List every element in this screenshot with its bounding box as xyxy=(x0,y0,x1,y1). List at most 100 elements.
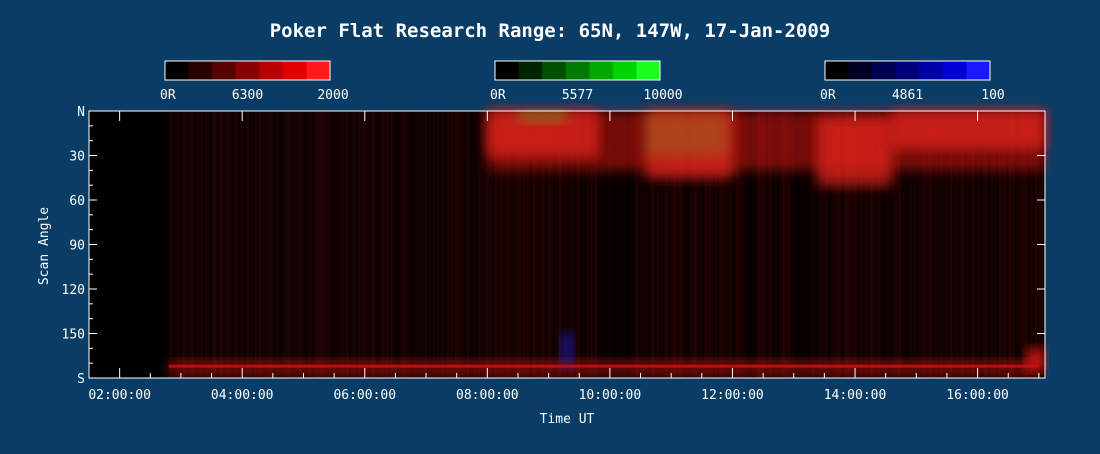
emission-streak xyxy=(282,111,285,378)
emission-streak xyxy=(714,111,717,378)
emission-streak xyxy=(520,111,523,378)
emission-streak xyxy=(528,111,531,378)
emission-streak xyxy=(726,111,729,378)
emission-streak xyxy=(664,111,667,378)
emission-streak xyxy=(900,111,903,378)
x-axis-label: Time UT xyxy=(540,412,595,427)
emission-streak xyxy=(374,111,377,378)
colorbar-swatch xyxy=(259,61,284,80)
emission-burst-6300 xyxy=(891,111,1045,149)
colorbar-swatch xyxy=(165,61,190,80)
emission-streak xyxy=(1032,111,1035,378)
emission-streak xyxy=(718,111,721,378)
emission-streak xyxy=(538,111,541,378)
emission-streak xyxy=(276,111,279,378)
emission-streak xyxy=(820,111,823,378)
emission-streak xyxy=(700,111,703,378)
emission-streak xyxy=(360,111,363,378)
emission-streak xyxy=(786,111,789,378)
emission-streak xyxy=(312,111,315,378)
emission-streak xyxy=(298,111,301,378)
emission-streak xyxy=(320,111,323,378)
emission-streak xyxy=(432,111,435,378)
emission-streak xyxy=(238,111,241,378)
emission-streak xyxy=(358,111,361,378)
colorbar-swatch xyxy=(235,61,260,80)
emission-streak xyxy=(510,111,513,378)
emission-streak xyxy=(418,111,421,378)
emission-streak xyxy=(424,111,427,378)
emission-streak xyxy=(184,111,187,378)
emission-streak xyxy=(478,111,481,378)
x-tick-label: 16:00:00 xyxy=(946,388,1009,403)
emission-streak xyxy=(734,111,737,378)
y-tick-label: N xyxy=(77,105,85,120)
colorbar-frame xyxy=(824,60,991,81)
emission-streak xyxy=(230,111,233,378)
emission-streak xyxy=(568,111,571,378)
emission-streak xyxy=(670,111,673,378)
x-tick-label: 06:00:00 xyxy=(333,388,396,403)
emission-streak xyxy=(658,111,661,378)
emission-streak xyxy=(914,111,917,378)
emission-streak xyxy=(894,111,897,378)
emission-streak xyxy=(1010,111,1013,378)
emission-streak xyxy=(234,111,237,378)
x-tick-label: 10:00:00 xyxy=(579,388,642,403)
colorbar-swatch xyxy=(636,61,661,80)
emission-streak xyxy=(908,111,911,378)
emission-streak xyxy=(692,111,695,378)
emission-streak xyxy=(966,111,969,378)
emission-streak xyxy=(182,111,185,378)
emission-streak xyxy=(352,111,355,378)
emission-streak xyxy=(410,111,413,378)
emission-streak xyxy=(582,111,585,378)
emission-streak xyxy=(1034,111,1037,378)
emission-streak xyxy=(856,111,859,378)
emission-streak xyxy=(356,111,359,378)
emission-streak xyxy=(650,111,653,378)
emission-streak xyxy=(762,111,765,378)
emission-streak xyxy=(382,111,385,378)
emission-streak xyxy=(846,111,849,378)
emission-streak xyxy=(812,111,815,378)
emission-streak xyxy=(570,111,573,378)
emission-streak xyxy=(260,111,263,378)
chart-title: Poker Flat Research Range: 65N, 147W, 17… xyxy=(270,20,831,42)
emission-streak xyxy=(784,111,787,378)
emission-streak xyxy=(392,111,395,378)
emission-streak xyxy=(508,111,511,378)
emission-streak xyxy=(684,111,687,378)
emission-streak xyxy=(644,111,647,378)
emission-streak xyxy=(1028,111,1031,378)
emission-streak xyxy=(264,111,267,378)
emission-streak xyxy=(898,111,901,378)
emission-streak xyxy=(442,111,445,378)
emission-streak xyxy=(474,111,477,378)
emission-streak xyxy=(258,111,261,378)
emission-streak xyxy=(376,111,379,378)
emission-streak xyxy=(472,111,475,378)
emission-streak xyxy=(250,111,253,378)
colorbar-6300: 0R 6300 2000 xyxy=(160,60,349,103)
emission-streak xyxy=(688,111,691,378)
emission-streak xyxy=(1006,111,1009,378)
emission-streak xyxy=(488,111,491,378)
emission-streak xyxy=(490,111,493,378)
emission-streak xyxy=(788,111,791,378)
y-tick-label: 90 xyxy=(69,239,85,254)
emission-streak xyxy=(188,111,191,378)
emission-streak xyxy=(284,111,287,378)
emission-streak xyxy=(492,111,495,378)
emission-streak xyxy=(504,111,507,378)
emission-streak xyxy=(1014,111,1017,378)
emission-burst-6300 xyxy=(818,118,892,186)
emission-streak xyxy=(546,111,549,378)
emission-streak xyxy=(706,111,709,378)
emission-streak xyxy=(836,111,839,378)
emission-streak xyxy=(936,111,939,378)
emission-streak xyxy=(524,111,527,378)
emission-streak xyxy=(530,111,533,378)
emission-streak xyxy=(562,111,565,378)
